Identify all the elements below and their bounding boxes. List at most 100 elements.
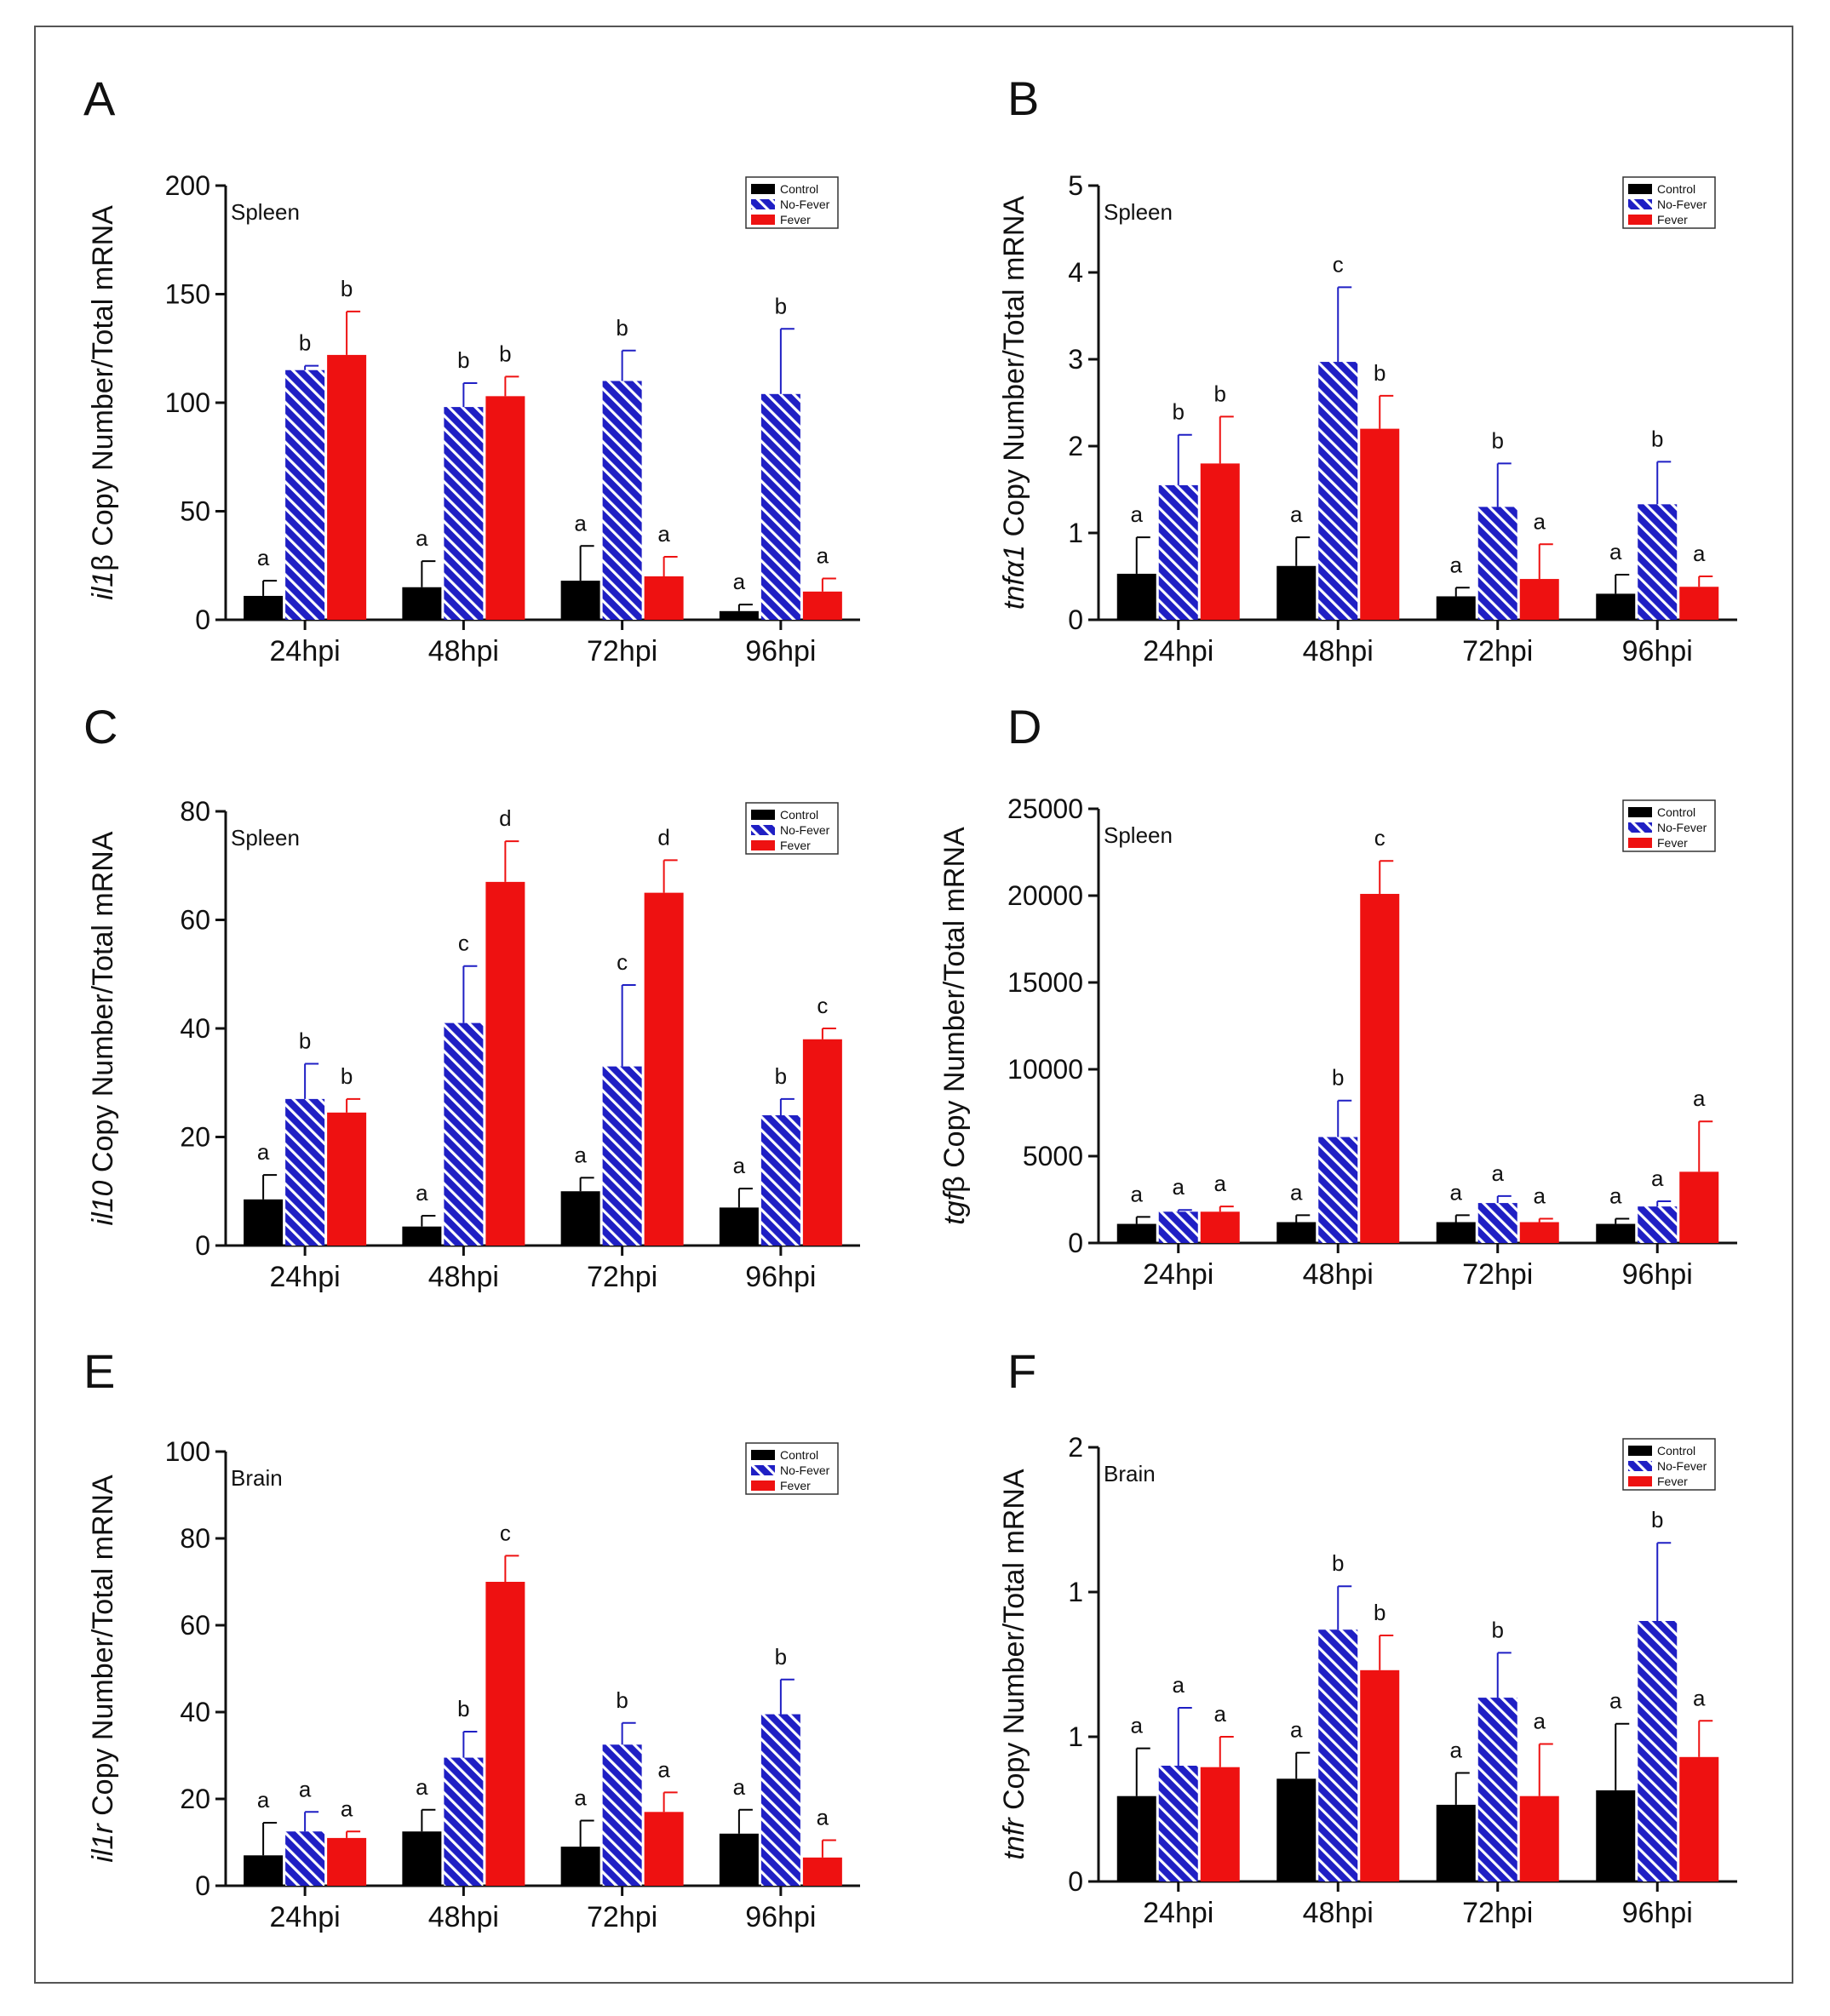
bar-nofever — [1477, 1698, 1517, 1881]
bar-control — [719, 1833, 759, 1886]
significance-letter: a — [817, 543, 829, 569]
significance-letter: a — [1290, 1717, 1303, 1743]
significance-letter: c — [617, 949, 628, 975]
panel-letter: F — [1007, 1344, 1036, 1398]
chart-panel-d: D Spleen 0 5000 10000 15000 20000 25000 tgfβ Cop… — [938, 700, 1737, 1291]
significance-letter: a — [1693, 1685, 1706, 1710]
legend-swatch-control — [751, 1450, 775, 1460]
y-tick-label: 0 — [195, 1870, 210, 1901]
bar-fever — [1360, 893, 1400, 1243]
y-axis-label-suffix: Copy Number/Total mRNA — [998, 196, 1030, 545]
bar-control — [244, 1855, 284, 1886]
x-tick-label: 24hpi — [270, 1901, 341, 1933]
bar-control — [1116, 573, 1156, 620]
significance-letter: a — [257, 545, 270, 570]
y-axis-label-suffix: β Copy Number/Total mRNA — [938, 827, 971, 1193]
legend-swatch-fever — [751, 215, 775, 225]
y-axis-label: tgfβ Copy Number/Total mRNA — [938, 827, 971, 1225]
y-axis-label-suffix: Copy Number/Total mRNA — [87, 1475, 119, 1824]
y-axis-label-gene: tgf — [938, 1189, 971, 1224]
significance-letter: a — [733, 569, 746, 594]
bar-nofever — [1318, 1629, 1358, 1881]
legend-swatch-nofever — [751, 825, 775, 835]
y-tick-label: 60 — [180, 1610, 210, 1641]
bar-nofever — [1318, 362, 1358, 620]
significance-letter: a — [1492, 1160, 1505, 1186]
significance-letter: b — [616, 315, 628, 341]
bar-nofever — [444, 1022, 484, 1246]
significance-letter: a — [1651, 1166, 1664, 1191]
bar-fever — [802, 1857, 842, 1886]
figure-frame — [34, 26, 1793, 1984]
bar-fever — [1679, 587, 1719, 620]
legend-label: Control — [1657, 182, 1695, 196]
significance-letter: a — [574, 1785, 587, 1811]
significance-letter: a — [657, 521, 670, 547]
bar-fever — [802, 1039, 842, 1246]
legend-swatch-nofever — [1628, 1461, 1652, 1471]
bar-fever — [1519, 1796, 1559, 1881]
x-tick-label: 24hpi — [270, 1261, 341, 1293]
bar-control — [560, 1847, 600, 1886]
significance-letter: b — [341, 276, 353, 301]
y-tick-label: 25000 — [1007, 793, 1083, 824]
panel-letter: D — [1007, 700, 1041, 753]
bar-control — [719, 1207, 759, 1246]
bar-nofever — [760, 1714, 800, 1886]
legend-label: Control — [780, 1448, 818, 1462]
x-tick-label: 48hpi — [428, 1901, 499, 1933]
significance-letter: b — [1332, 1550, 1344, 1576]
bar-control — [1116, 1796, 1156, 1881]
bar-nofever — [602, 381, 642, 620]
x-tick-label: 24hpi — [1143, 635, 1213, 667]
bar-fever — [327, 1837, 367, 1886]
legend-label: No-Fever — [1657, 1459, 1707, 1473]
y-tick-label: 50 — [180, 496, 210, 527]
bar-fever — [644, 1812, 684, 1886]
significance-letter: b — [1374, 360, 1385, 386]
y-axis-label-gene: il1 — [87, 571, 119, 600]
y-tick-label: 5000 — [1023, 1141, 1083, 1171]
legend-label: No-Fever — [780, 198, 830, 211]
significance-letter: a — [1131, 501, 1144, 527]
significance-letter: b — [1214, 381, 1226, 406]
legend-swatch-control — [751, 184, 775, 194]
legend-swatch-fever — [751, 840, 775, 850]
chart-panel-f: F Brain 0 1 1 2 tnfr Copy Number/Total mRNA 24h… — [998, 1344, 1737, 1929]
x-tick-label: 72hpi — [1462, 635, 1533, 667]
y-tick-label: 100 — [165, 387, 210, 418]
significance-letter: a — [574, 510, 587, 536]
bar-control — [1596, 1790, 1636, 1881]
significance-letter: b — [616, 1687, 628, 1713]
bar-nofever — [1638, 504, 1678, 620]
x-tick-label: 72hpi — [587, 1261, 657, 1293]
bar-control — [1276, 1222, 1317, 1243]
legend-swatch-nofever — [1628, 822, 1652, 833]
x-tick-label: 96hpi — [745, 635, 816, 667]
significance-letter: a — [257, 1139, 270, 1165]
x-tick-label: 48hpi — [428, 635, 499, 667]
significance-letter: b — [775, 1644, 787, 1670]
legend-swatch-nofever — [1628, 199, 1652, 209]
bar-control — [1436, 596, 1476, 620]
legend-label: Fever — [1657, 1475, 1688, 1488]
significance-letter: a — [257, 1787, 270, 1813]
legend-label: Fever — [780, 213, 811, 226]
significance-letter: a — [1131, 1713, 1144, 1738]
significance-letter: a — [1173, 1672, 1185, 1698]
significance-letter: a — [1214, 1171, 1227, 1196]
legend-label: Control — [780, 808, 818, 822]
y-tick-label: 80 — [180, 1523, 210, 1554]
significance-letter: b — [341, 1063, 353, 1089]
bar-fever — [327, 354, 367, 620]
y-tick-label: 20 — [180, 1122, 210, 1153]
significance-letter: b — [457, 347, 469, 373]
legend-swatch-control — [751, 810, 775, 820]
x-tick-label: 48hpi — [1303, 1258, 1374, 1291]
y-axis-label: tnfα1 Copy Number/Total mRNA — [998, 196, 1030, 610]
legend-swatch-fever — [1628, 1476, 1652, 1486]
legend-swatch-fever — [1628, 215, 1652, 225]
bar-control — [719, 610, 759, 620]
